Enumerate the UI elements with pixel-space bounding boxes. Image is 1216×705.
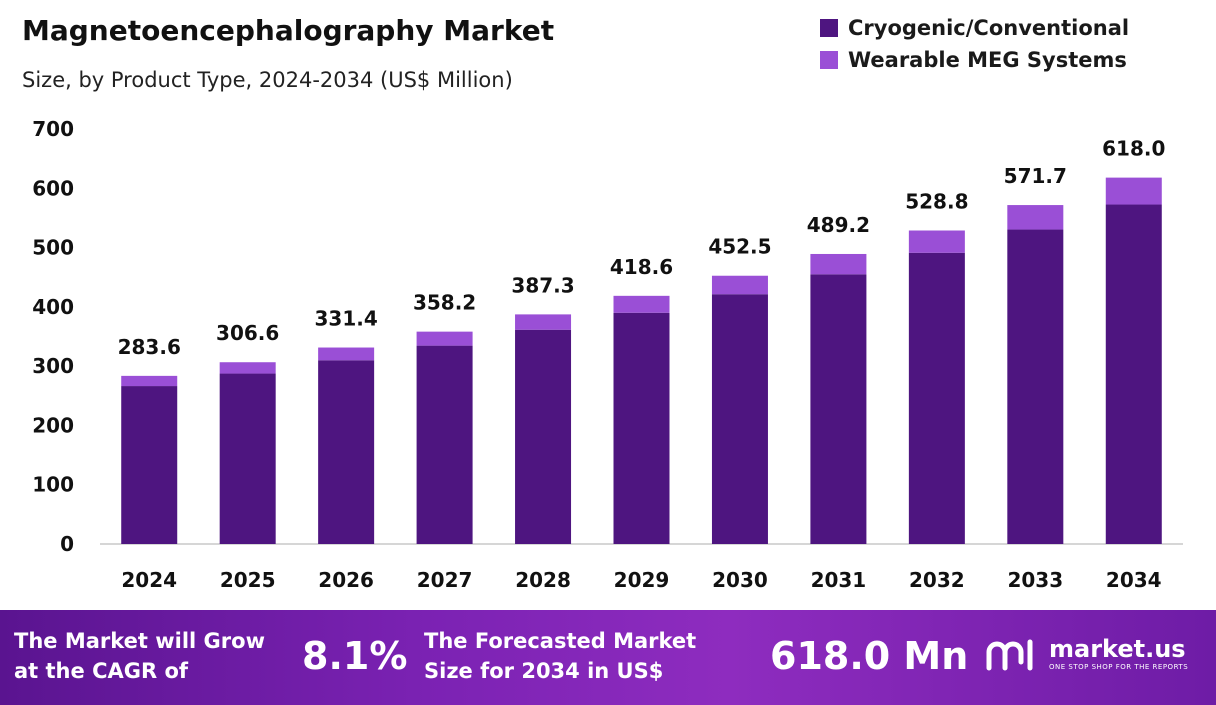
forecast-label-line-2: Size for 2034 in US$ [424, 659, 664, 683]
data-label-2024: 283.6 [118, 335, 181, 359]
x-tick-label-2028: 2028 [515, 568, 571, 592]
data-label-2027: 358.2 [413, 291, 476, 315]
data-label-2026: 331.4 [315, 307, 378, 331]
logo-name: market.us [1049, 635, 1186, 663]
x-tick-label-2034: 2034 [1106, 568, 1162, 592]
data-label-2031: 489.2 [807, 213, 870, 237]
x-tick-label-2033: 2033 [1007, 568, 1063, 592]
bar-wearable-2033 [1007, 205, 1064, 230]
bar-wearable-2027 [416, 331, 473, 346]
y-tick-label: 500 [32, 236, 74, 260]
market-us-logo-icon [986, 639, 1033, 671]
bar-wearable-2025 [219, 362, 276, 374]
logo-tagline: ONE STOP SHOP FOR THE REPORTS [1049, 663, 1189, 671]
legend-swatch-cryogenic [820, 19, 838, 37]
x-tick-label-2032: 2032 [909, 568, 965, 592]
data-label-2030: 452.5 [708, 235, 771, 259]
legend-label-wearable: Wearable MEG Systems [848, 48, 1127, 72]
bar-cryogenic-2034 [1105, 204, 1162, 544]
bar-wearable-2026 [318, 347, 375, 361]
cagr-label-line-1: The Market will Grow [14, 629, 265, 653]
y-tick-label: 400 [32, 295, 74, 319]
chart-subtitle: Size, by Product Type, 2024-2034 (US$ Mi… [22, 68, 513, 92]
x-tick-label-2030: 2030 [712, 568, 768, 592]
bar-wearable-2031 [810, 253, 867, 275]
data-label-2028: 387.3 [511, 273, 574, 297]
data-label-2025: 306.6 [216, 321, 279, 345]
bar-wearable-2034 [1105, 177, 1162, 205]
bar-cryogenic-2031 [810, 274, 867, 544]
bar-cryogenic-2025 [219, 373, 276, 544]
x-tick-label-2025: 2025 [220, 568, 276, 592]
bar-wearable-2024 [121, 375, 178, 387]
legend-item-wearable: Wearable MEG Systems [820, 44, 1129, 76]
forecast-label: The Forecasted Market Size for 2034 in U… [424, 626, 696, 686]
legend-label-cryogenic: Cryogenic/Conventional [848, 16, 1130, 40]
bar-wearable-2032 [908, 230, 965, 253]
bar-cryogenic-2027 [416, 345, 473, 544]
data-label-2032: 528.8 [905, 189, 968, 213]
x-tick-label-2026: 2026 [318, 568, 374, 592]
cagr-value: 8.1% [302, 634, 408, 678]
forecast-value: 618.0 Mn [770, 634, 969, 678]
bar-cryogenic-2026 [318, 360, 375, 544]
bar-cryogenic-2028 [515, 329, 572, 544]
cagr-label-line-2: at the CAGR of [14, 659, 189, 683]
cagr-label: The Market will Grow at the CAGR of [14, 626, 265, 686]
y-tick-label: 0 [60, 532, 74, 556]
y-tick-label: 100 [32, 473, 74, 497]
data-label-2029: 418.6 [610, 255, 673, 279]
y-tick-label: 200 [32, 413, 74, 437]
bar-chart: 0 100 200 300 400 500 600 700 283.6 2024 306.6 2025… [32, 117, 1183, 592]
footer-banner: The Market will Grow at the CAGR of 8.1%… [0, 610, 1216, 705]
y-tick-label: 300 [32, 354, 74, 378]
y-tick-label: 600 [32, 176, 74, 200]
y-tick-label: 700 [32, 117, 74, 141]
bar-wearable-2030 [711, 275, 768, 295]
bar-cryogenic-2032 [908, 252, 965, 544]
legend-swatch-wearable [820, 51, 838, 69]
bar-cryogenic-2033 [1007, 229, 1064, 544]
market-us-logo: market.us ONE STOP SHOP FOR THE REPORTS [985, 634, 1188, 674]
x-tick-label-2027: 2027 [417, 568, 473, 592]
chart-title: Magnetoencephalography Market [22, 14, 555, 47]
bar-cryogenic-2024 [121, 386, 178, 544]
bar-cryogenic-2030 [711, 294, 768, 544]
forecast-label-line-1: The Forecasted Market [424, 629, 697, 653]
bar-wearable-2028 [515, 314, 572, 330]
bar-cryogenic-2029 [613, 312, 670, 544]
data-label-2034: 618.0 [1102, 137, 1165, 161]
legend-item-cryogenic: Cryogenic/Conventional [820, 12, 1129, 44]
x-tick-label-2031: 2031 [811, 568, 867, 592]
x-tick-label-2024: 2024 [121, 568, 177, 592]
x-tick-label-2029: 2029 [614, 568, 670, 592]
bar-wearable-2029 [613, 295, 670, 313]
data-label-2033: 571.7 [1004, 164, 1067, 188]
legend: Cryogenic/Conventional Wearable MEG Syst… [820, 12, 1129, 76]
